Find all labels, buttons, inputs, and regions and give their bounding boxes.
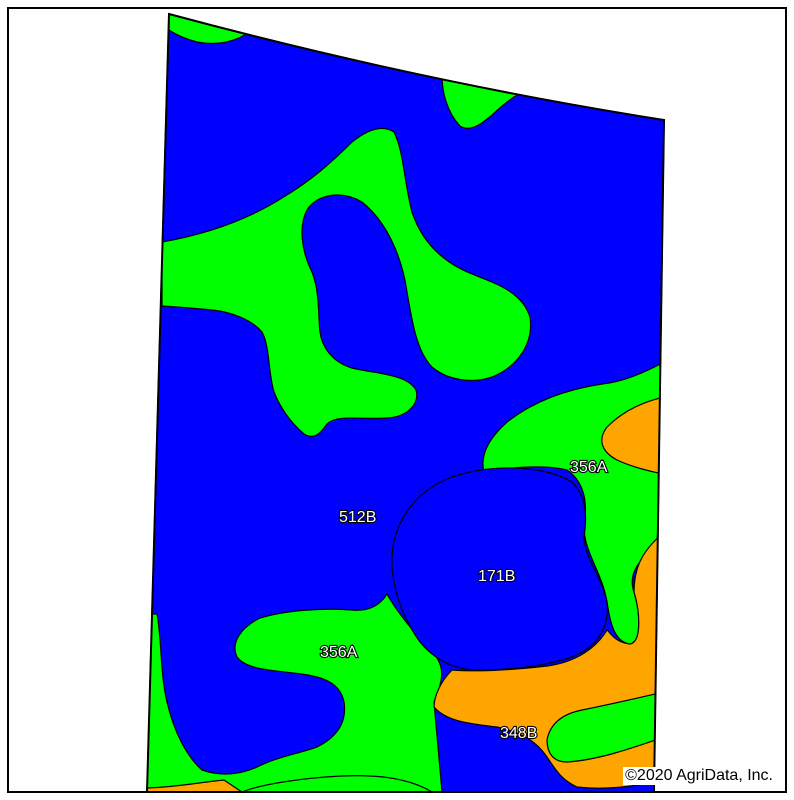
soil-zone-green-upper <box>161 127 532 437</box>
soil-zone-green-top <box>441 75 523 129</box>
soil-label-512b: 512B <box>339 509 376 526</box>
soil-zone-green-bottom <box>241 775 435 791</box>
soil-zone-orange-bottom <box>147 530 664 791</box>
soil-map: 512B 171B 356A 356A 348B <box>146 12 666 791</box>
soil-zone-green-bottomright <box>546 691 664 763</box>
copyright-notice: ©2020 AgriData, Inc. <box>623 767 775 785</box>
map-frame: 512B 171B 356A 356A 348B ©2020 AgriData,… <box>7 7 787 793</box>
soil-zone-green-topleft <box>168 14 254 45</box>
soil-zone-green-lower <box>147 592 443 791</box>
soil-label-356a-right: 356A <box>570 459 608 476</box>
soil-label-356a-left: 356A <box>320 644 358 661</box>
soil-zone-blue-circle <box>391 467 609 671</box>
soil-zone-orange-righttop <box>601 396 664 475</box>
soil-label-171b: 171B <box>478 568 515 585</box>
soil-label-348b: 348B <box>500 725 537 742</box>
field-outline <box>146 12 666 791</box>
